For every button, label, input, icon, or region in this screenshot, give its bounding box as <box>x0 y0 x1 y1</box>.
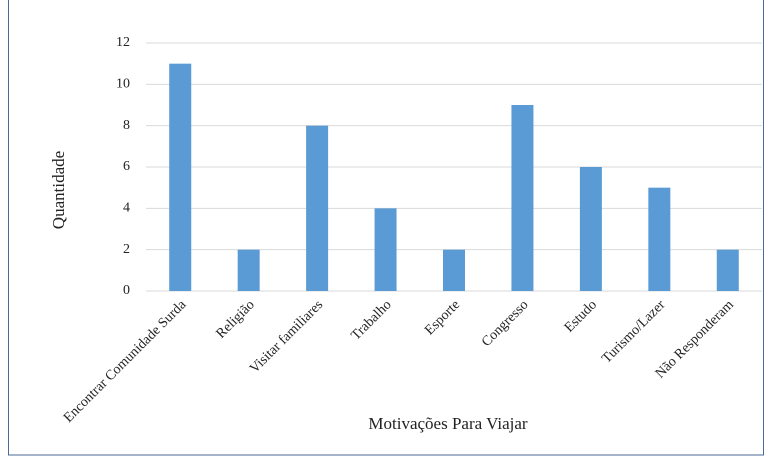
x-tick-label: Visitar familiares <box>247 297 326 376</box>
bar <box>648 187 671 291</box>
bar <box>237 249 260 291</box>
y-tick-label: 4 <box>123 201 130 216</box>
chart-frame <box>8 0 764 456</box>
x-tick-label: Turismo/Lazer <box>599 297 668 366</box>
x-tick-label: Congresso <box>479 297 531 349</box>
y-tick-label: 8 <box>123 118 130 133</box>
x-tick-label: Encontrar Comunidade Surda <box>61 297 190 426</box>
y-tick-label: 2 <box>123 242 130 257</box>
y-axis-label: Quantidade <box>49 151 68 229</box>
y-tick-label: 6 <box>123 159 130 174</box>
x-tick-label: Trabalho <box>349 297 395 343</box>
bar <box>169 63 192 291</box>
x-axis-label: Motivações Para Viajar <box>368 414 528 433</box>
y-tick-label: 12 <box>116 35 130 50</box>
bar <box>511 105 534 291</box>
bar <box>716 249 739 291</box>
bar <box>306 125 329 292</box>
y-tick-label: 0 <box>123 283 130 298</box>
x-tick-label: Estudo <box>562 297 600 335</box>
y-tick-label: 10 <box>116 77 130 92</box>
bar <box>579 167 602 291</box>
x-tick-label: Esporte <box>422 297 463 338</box>
bar <box>443 249 465 291</box>
x-tick-label: Religião <box>214 297 258 341</box>
bar <box>374 208 397 291</box>
